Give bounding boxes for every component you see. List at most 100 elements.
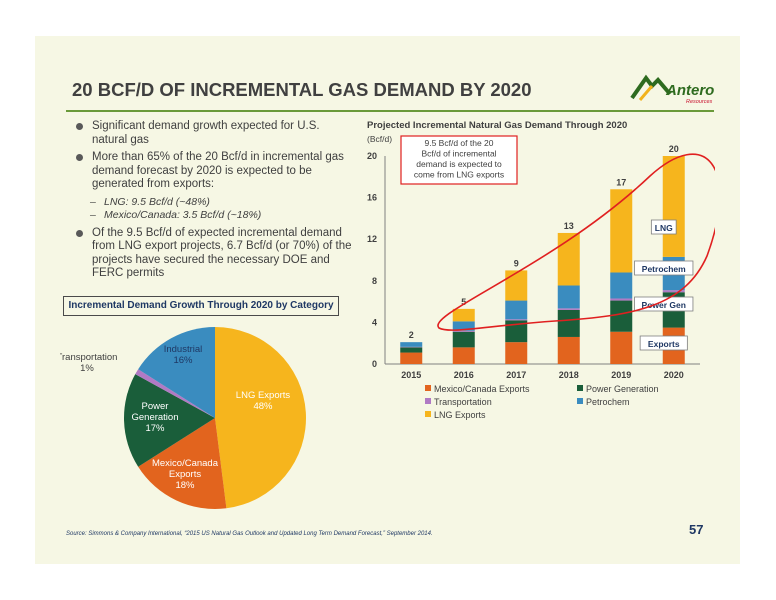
x-tick-label: 2017 <box>506 370 526 380</box>
bar-total-label: 2 <box>409 330 414 340</box>
pie-label: 17% <box>145 423 165 434</box>
pie-label: 48% <box>253 401 273 412</box>
bar-segment <box>662 156 685 257</box>
bar-segment <box>610 300 633 332</box>
y-axis-label: (Bcf/d) <box>367 134 392 144</box>
segment-label-box <box>634 296 694 312</box>
bar-total-label: 13 <box>564 221 574 231</box>
highlight-ellipse <box>437 153 715 331</box>
legend-swatch <box>425 411 431 417</box>
source-footnote: Source: Simmons & Company International,… <box>66 531 433 537</box>
y-tick-label: 4 <box>372 317 377 327</box>
y-tick-label: 8 <box>372 276 377 286</box>
chart-title: Projected Incremental Natural Gas Demand… <box>367 120 627 131</box>
bar-segment <box>452 308 475 322</box>
bullet-item: More than 65% of the 20 Bcf/d in increme… <box>66 151 356 192</box>
bar-segment <box>452 330 475 332</box>
pie-label: Power <box>142 401 169 412</box>
x-tick-label: 2018 <box>559 370 579 380</box>
antero-logo <box>630 74 672 101</box>
pie-slice <box>124 374 215 467</box>
segment-label: LNG <box>655 223 673 233</box>
legend-swatch <box>425 385 431 391</box>
sub-bullet-item: – LNG: 9.5 Bcf/d (~48%) <box>90 195 210 208</box>
annotation-text: 9.5 Bcf/d of the 20 <box>425 138 494 148</box>
bullet-icon <box>76 123 83 130</box>
bar-segment <box>557 336 580 364</box>
legend-label: LNG Exports <box>434 410 486 420</box>
pie-slice <box>138 418 227 509</box>
legend-label: Power Generation <box>586 384 659 394</box>
x-tick-label: 2016 <box>454 370 474 380</box>
pie-slice <box>138 327 215 418</box>
y-tick-label: 0 <box>372 359 377 369</box>
bar-segment <box>505 320 528 343</box>
page-title: 20 BCF/D OF INCREMENTAL GAS DEMAND BY 20… <box>72 79 532 100</box>
legend-swatch <box>577 385 583 391</box>
bullet-list: Significant demand growth expected for U… <box>66 120 356 285</box>
logo-text: Antero <box>666 82 715 99</box>
bullet-icon <box>76 229 83 237</box>
pie-label: Transportation <box>60 352 117 363</box>
bullet-text: Of the 9.5 Bcf/d of expected incremental… <box>92 226 352 280</box>
segment-label-box <box>650 219 677 235</box>
y-tick-label: 16 <box>367 193 377 203</box>
annotation-text: Bcf/d of incremental <box>421 149 496 159</box>
pie-label: Exports <box>169 469 201 480</box>
x-tick-label: 2015 <box>401 370 421 380</box>
bar-segment <box>452 331 475 348</box>
x-tick-label: 2020 <box>664 370 684 380</box>
segment-label: Exports <box>648 339 680 349</box>
pie-slice <box>215 327 306 509</box>
sub-bullet-text: LNG: 9.5 Bcf/d (~48%) <box>104 195 210 208</box>
title-divider <box>66 110 714 112</box>
bar-segment <box>505 342 528 364</box>
legend-swatch <box>577 398 583 404</box>
bar-segment <box>610 189 633 273</box>
pie-label: Industrial <box>164 344 203 355</box>
segment-label-box <box>634 260 694 276</box>
bar-total-label: 17 <box>616 177 626 187</box>
bar-total-label: 20 <box>669 144 679 154</box>
bullet-icon <box>76 154 83 161</box>
pie-label: Mexico/Canada <box>152 458 219 469</box>
pie-chart-title: Incremental Demand Growth Through 2020 b… <box>63 296 339 316</box>
bar-segment <box>610 331 633 364</box>
bar-segment <box>610 272 633 299</box>
logo-subtext: Resources <box>686 99 713 105</box>
pie-slice <box>135 369 215 418</box>
bar-segment <box>505 300 528 320</box>
pie-label: Generation <box>131 412 178 423</box>
legend-label: Petrochem <box>586 397 630 407</box>
pie-label: 1% <box>80 363 94 374</box>
bullet-item: Significant demand growth expected for U… <box>66 120 356 147</box>
x-tick-label: 2019 <box>611 370 631 380</box>
bullet-text: More than 65% of the 20 Bcf/d in increme… <box>92 151 344 190</box>
bar-segment <box>452 347 475 364</box>
bar-segment <box>400 346 423 348</box>
bar-segment <box>557 285 580 309</box>
bar-segment <box>400 347 423 353</box>
pie-label: 18% <box>175 480 195 491</box>
legend-label: Transportation <box>434 397 492 407</box>
bar-segment <box>452 321 475 331</box>
bar-total-label: 9 <box>514 258 519 268</box>
bar-segment <box>662 290 685 293</box>
bar-segment <box>400 352 423 364</box>
segment-label: Power Gen <box>642 300 686 310</box>
y-tick-label: 12 <box>367 234 377 244</box>
bar-segment <box>557 232 580 286</box>
annotation-box <box>400 135 518 185</box>
bar-segment <box>505 319 528 321</box>
pie-label: LNG Exports <box>236 390 291 401</box>
sub-bullet-text: Mexico/Canada: 3.5 Bcf/d (~18%) <box>104 209 262 221</box>
pie-label: 16% <box>173 355 193 366</box>
bullet-text: Significant demand growth expected for U… <box>92 120 320 146</box>
bar-segment <box>557 309 580 337</box>
segment-label-box <box>639 335 688 351</box>
stacked-bar-chart: Projected Incremental Natural Gas Demand… <box>367 120 715 420</box>
annotation-text: demand is expected to <box>416 159 502 169</box>
page-number: 57 <box>689 522 704 537</box>
